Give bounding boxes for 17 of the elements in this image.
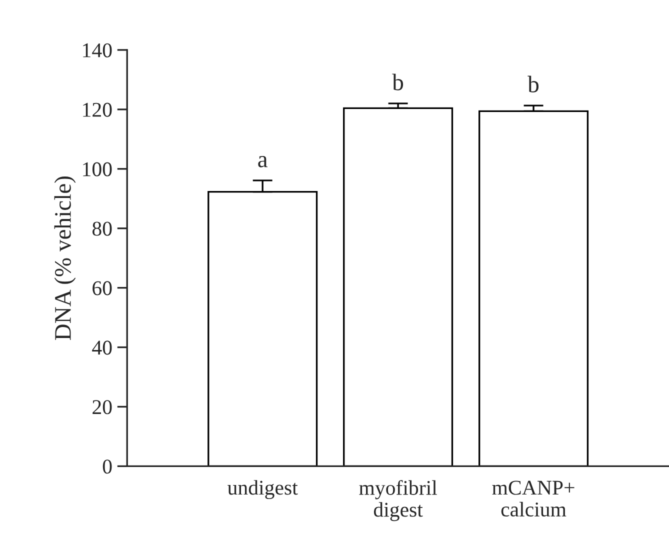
y-axis-title: DNA (% vehicle) <box>54 176 76 340</box>
y-tick-label: 140 <box>83 43 112 58</box>
y-tick-label: 60 <box>92 281 112 296</box>
y-tick-label: 80 <box>92 222 112 236</box>
y-tick-label: 0 <box>102 460 112 474</box>
x-tick-label: mCANP+ calcium <box>492 480 574 517</box>
annotation: b <box>392 74 404 90</box>
y-tick-label: 120 <box>83 102 112 117</box>
annotation: b <box>528 76 539 92</box>
x-tick-label: undigest <box>228 480 298 500</box>
y-tick-label: 20 <box>92 400 112 414</box>
annotation: a <box>258 156 268 168</box>
bar <box>478 110 589 466</box>
x-tick-label: myofibril digest <box>359 480 437 522</box>
y-tick-label: 100 <box>83 162 112 176</box>
y-tick-label: 40 <box>92 340 112 355</box>
bar <box>343 107 454 466</box>
